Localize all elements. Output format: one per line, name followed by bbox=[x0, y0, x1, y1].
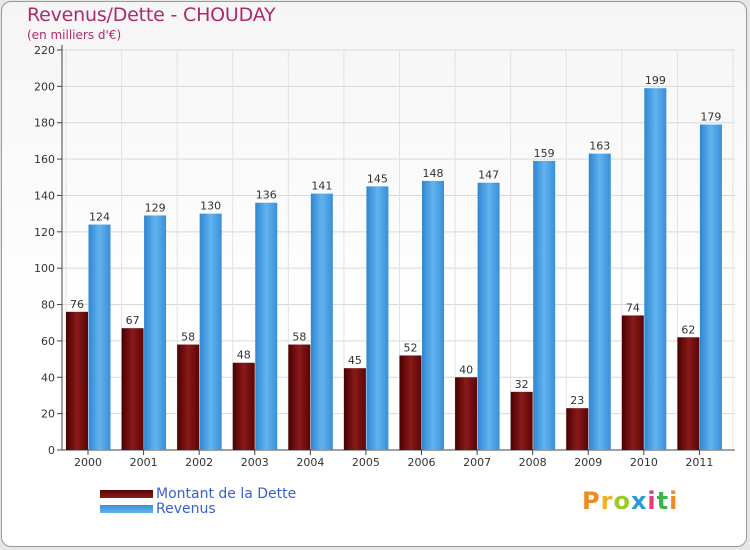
data-label-revenue-2003: 136 bbox=[256, 189, 277, 202]
chart-subtitle: (en milliers d'€) bbox=[27, 28, 122, 42]
x-tick-label-2002: 2002 bbox=[185, 456, 213, 469]
x-tick-label-2003: 2003 bbox=[241, 456, 269, 469]
y-tick-label: 140 bbox=[34, 189, 55, 202]
bar-revenue-2005 bbox=[366, 186, 389, 450]
x-tick-label-2001: 2001 bbox=[130, 456, 158, 469]
bar-debt-2008 bbox=[510, 391, 533, 450]
bar-revenue-2006 bbox=[422, 180, 444, 450]
bar-revenue-2009 bbox=[588, 153, 611, 451]
y-tick-label: 120 bbox=[34, 226, 55, 239]
bar-revenue-2007 bbox=[477, 182, 500, 450]
data-label-debt-2000: 76 bbox=[70, 298, 84, 311]
y-tick-label: 220 bbox=[34, 44, 55, 57]
y-tick-label: 40 bbox=[41, 371, 55, 384]
data-label-revenue-2005: 145 bbox=[367, 172, 388, 185]
data-label-revenue-2006: 148 bbox=[423, 167, 444, 180]
y-tick-label: 100 bbox=[34, 262, 55, 275]
bar-debt-2001 bbox=[121, 328, 144, 450]
x-tick-label-2008: 2008 bbox=[519, 456, 547, 469]
data-label-debt-2005: 45 bbox=[348, 354, 362, 367]
x-tick-label-2000: 2000 bbox=[74, 456, 102, 469]
data-label-debt-2011: 62 bbox=[681, 323, 695, 336]
data-label-revenue-2004: 141 bbox=[311, 180, 332, 193]
data-label-revenue-2002: 130 bbox=[200, 200, 221, 213]
data-label-revenue-2001: 129 bbox=[145, 201, 166, 214]
data-label-debt-2004: 58 bbox=[292, 331, 306, 344]
bar-debt-2002 bbox=[177, 344, 200, 450]
bar-debt-2000 bbox=[66, 311, 88, 450]
chart-title: Revenus/Dette - CHOUDAY bbox=[27, 4, 276, 26]
bar-revenue-2000 bbox=[88, 224, 111, 450]
data-label-revenue-2009: 163 bbox=[589, 140, 610, 153]
logo-letter: o bbox=[613, 487, 631, 515]
bar-debt-2009 bbox=[566, 408, 589, 450]
proxiti-logo: Proxiti bbox=[582, 487, 678, 515]
bar-revenue-2001 bbox=[144, 215, 167, 450]
x-tick-label-2009: 2009 bbox=[574, 456, 602, 469]
data-label-revenue-2008: 159 bbox=[534, 147, 555, 160]
data-label-debt-2009: 23 bbox=[570, 394, 584, 407]
data-label-debt-2010: 74 bbox=[626, 301, 640, 314]
y-tick-label: 80 bbox=[41, 299, 55, 312]
y-tick-label: 0 bbox=[48, 444, 55, 457]
logo-letter: t bbox=[656, 487, 670, 515]
y-tick-label: 160 bbox=[34, 153, 55, 166]
legend-label-revenue: Revenus bbox=[156, 501, 216, 517]
data-label-revenue-2007: 147 bbox=[478, 169, 499, 182]
data-label-revenue-2010: 199 bbox=[645, 74, 666, 87]
bar-debt-2007 bbox=[455, 377, 478, 450]
logo-letter: P bbox=[582, 487, 601, 515]
bar-debt-2005 bbox=[343, 368, 366, 450]
x-tick-label-2006: 2006 bbox=[408, 456, 436, 469]
x-tick-label-2005: 2005 bbox=[352, 456, 380, 469]
y-tick-label: 20 bbox=[41, 408, 55, 421]
bar-debt-2003 bbox=[232, 362, 255, 450]
y-tick-label: 180 bbox=[34, 117, 55, 130]
bar-debt-2006 bbox=[399, 355, 422, 450]
bar-debt-2011 bbox=[677, 337, 700, 450]
bar-revenue-2003 bbox=[255, 202, 278, 450]
bar-revenue-2011 bbox=[699, 124, 722, 450]
bar-debt-2004 bbox=[288, 344, 311, 450]
data-label-debt-2002: 58 bbox=[181, 331, 195, 344]
data-label-revenue-2011: 179 bbox=[700, 111, 721, 124]
data-label-debt-2008: 32 bbox=[515, 378, 529, 391]
logo-letter: r bbox=[600, 487, 614, 515]
logo-letter: i bbox=[647, 487, 657, 515]
data-label-debt-2006: 52 bbox=[404, 341, 418, 354]
legend-swatch-debt bbox=[100, 490, 153, 498]
bar-revenue-2008 bbox=[533, 160, 556, 450]
bar-revenue-2010 bbox=[644, 88, 667, 450]
y-tick-label: 200 bbox=[34, 80, 55, 93]
data-label-revenue-2000: 124 bbox=[89, 211, 110, 224]
logo-letter: x bbox=[630, 487, 648, 515]
x-tick-label-2007: 2007 bbox=[463, 456, 491, 469]
data-label-debt-2001: 67 bbox=[126, 314, 140, 327]
bar-revenue-2002 bbox=[199, 213, 222, 450]
x-tick-label-2011: 2011 bbox=[685, 456, 713, 469]
data-label-debt-2007: 40 bbox=[459, 363, 473, 376]
legend-swatch-revenue bbox=[100, 505, 153, 513]
y-tick-label: 60 bbox=[41, 335, 55, 348]
x-tick-label-2010: 2010 bbox=[630, 456, 658, 469]
data-label-debt-2003: 48 bbox=[237, 349, 251, 362]
x-tick-label-2004: 2004 bbox=[296, 456, 324, 469]
bar-debt-2010 bbox=[621, 315, 644, 450]
bar-revenue-2004 bbox=[310, 193, 333, 451]
logo-letter: i bbox=[669, 487, 679, 515]
legend-label-debt: Montant de la Dette bbox=[156, 486, 297, 502]
